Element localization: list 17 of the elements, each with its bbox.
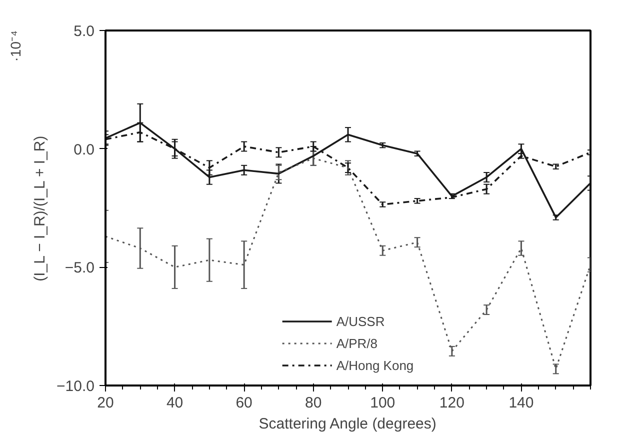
x-tick-label: 80 bbox=[305, 394, 322, 412]
y-tick-label: −10.0 bbox=[56, 378, 95, 395]
y-tick-label: −5.0 bbox=[64, 260, 95, 277]
x-tick-label: 140 bbox=[508, 394, 534, 412]
x-tick-label: 40 bbox=[166, 394, 184, 412]
x-tick-label: 120 bbox=[439, 394, 464, 412]
legend-label: A/Hong Kong bbox=[336, 358, 414, 372]
text: ·10⁻⁴ bbox=[8, 30, 24, 62]
y-tick-label: 5.0 bbox=[74, 23, 95, 40]
y-tick-label: 0.0 bbox=[74, 141, 95, 158]
x-tick-label: 20 bbox=[97, 394, 114, 412]
legend-label: A/PR/8 bbox=[336, 336, 378, 350]
x-tick-label: 60 bbox=[236, 394, 252, 412]
legend-label: A/USSR bbox=[336, 314, 385, 328]
y-axis-title: (I_L − I_R)/(I_L + I_R) bbox=[32, 136, 49, 282]
x-axis-title: Scattering Angle (degrees) bbox=[258, 416, 436, 432]
x-tick-label: 100 bbox=[370, 394, 396, 412]
